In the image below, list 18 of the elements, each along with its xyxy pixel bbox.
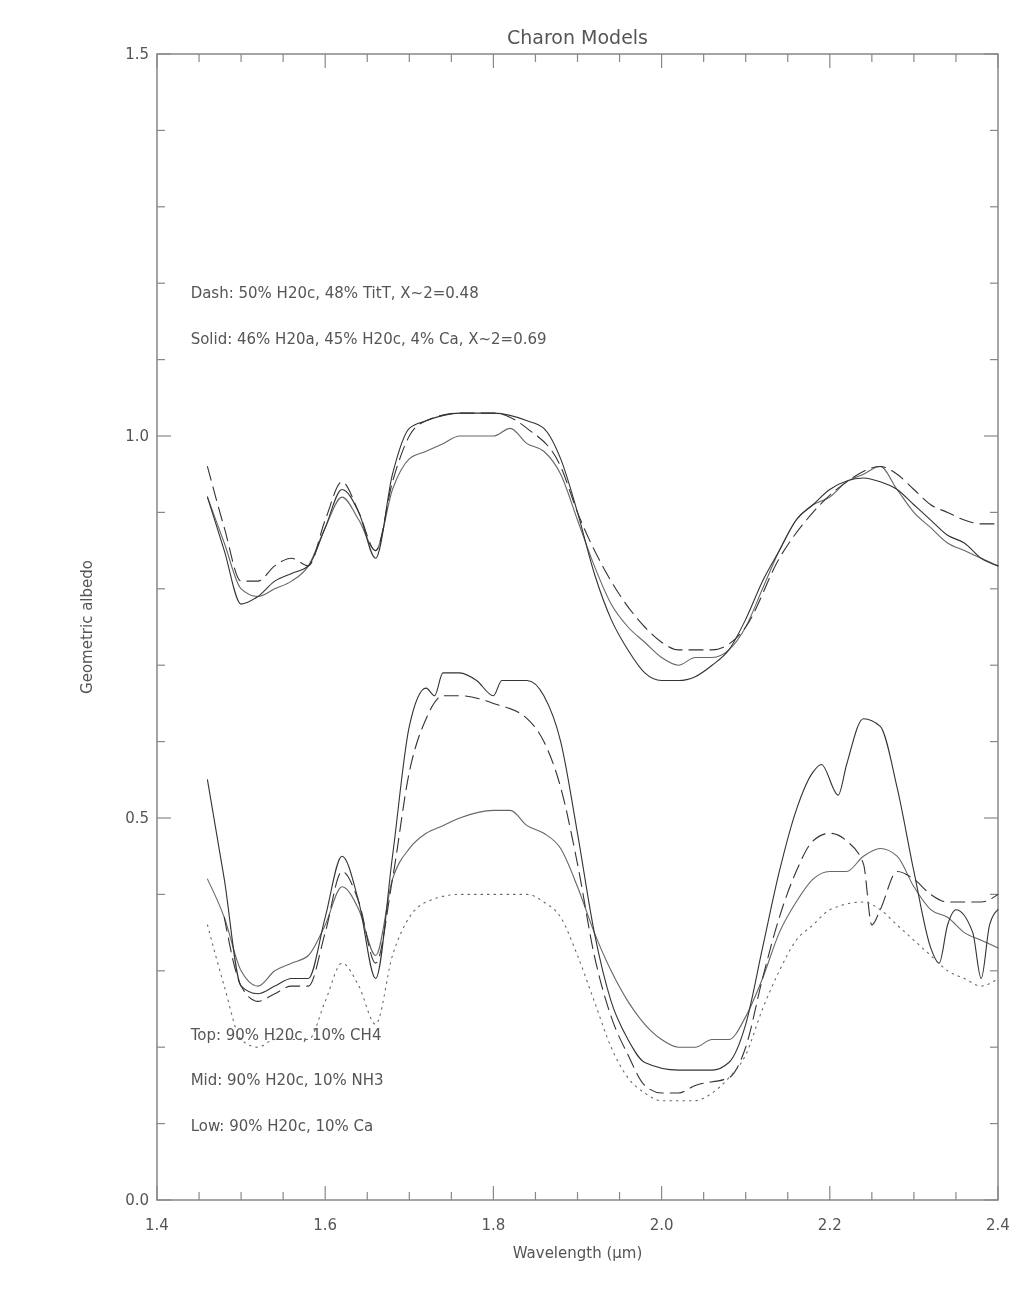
y-tick-label: 0.5 (125, 809, 149, 828)
annotation: Dash: 50% H20c, 48% TitT, X~2=0.48 (190, 284, 479, 303)
y-tick-label: 1.0 (125, 427, 149, 446)
x-tick-label: 2.4 (986, 1216, 1010, 1234)
x-tick-label: 2.0 (649, 1216, 674, 1234)
annotation: Low: 90% H20c, 10% Ca (190, 1117, 374, 1136)
chart-title: Charon Models (507, 26, 648, 48)
y-axis-title: Geometric albedo (78, 560, 96, 694)
x-axis-title: Wavelength (μm) (512, 1244, 643, 1262)
annotation: Solid: 46% H20a, 45% H20c, 4% Ca, X~2=0.69 (190, 330, 547, 349)
x-tick-label: 1.8 (481, 1216, 506, 1234)
x-tick-label: 1.4 (145, 1216, 169, 1234)
x-tick-label: 2.2 (817, 1216, 842, 1234)
x-tick-label: 1.6 (313, 1216, 338, 1234)
y-tick-label: 0.0 (125, 1191, 149, 1210)
annotation: Top: 90% H20c, 10% CH4 (189, 1025, 382, 1044)
annotation: Mid: 90% H20c, 10% NH3 (190, 1071, 384, 1090)
y-tick-label: 1.5 (125, 45, 149, 64)
